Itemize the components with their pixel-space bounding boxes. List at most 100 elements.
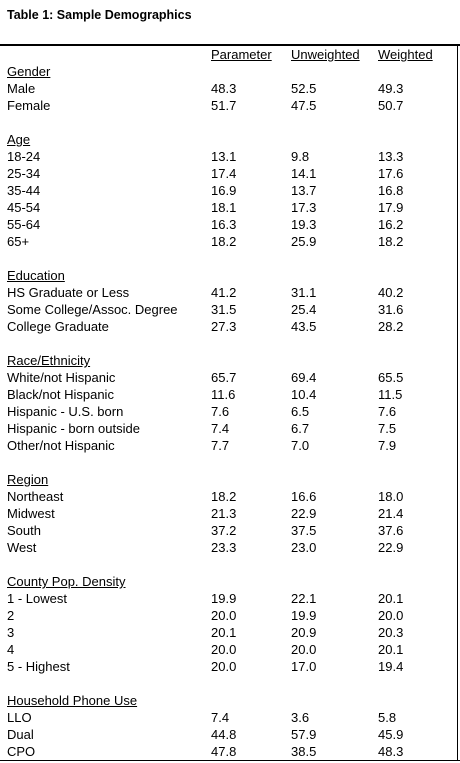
cell-value: 47.5 [291, 98, 317, 113]
cell-value: 16.8 [378, 183, 404, 198]
cell-value: 11.5 [378, 387, 403, 402]
cell-value: 16.3 [211, 217, 237, 232]
cell-value: 52.5 [291, 81, 317, 96]
cell-value: 18.2 [378, 234, 404, 249]
cell-value: 16.2 [378, 217, 404, 232]
top-rule [0, 44, 460, 46]
cell-value: 20.0 [211, 608, 237, 623]
cell-value: 57.9 [291, 727, 317, 742]
cell-value: 41.2 [211, 285, 237, 300]
cell-value: 37.5 [291, 523, 317, 538]
cell-value: 31.6 [378, 302, 404, 317]
cell-value: 65.5 [378, 370, 404, 385]
cell-value: 51.7 [211, 98, 237, 113]
row-label: 3 [7, 625, 15, 640]
cell-value: 44.8 [211, 727, 237, 742]
cell-value: 37.2 [211, 523, 237, 538]
cell-value: 7.6 [378, 404, 397, 419]
cell-value: 20.3 [378, 625, 404, 640]
cell-value: 20.0 [211, 642, 237, 657]
cell-value: 6.5 [291, 404, 310, 419]
cell-value: 37.6 [378, 523, 404, 538]
cell-value: 6.7 [291, 421, 310, 436]
cell-value: 23.0 [291, 540, 317, 555]
section-heading: Age [7, 132, 31, 147]
column-header: Unweighted [291, 47, 360, 62]
side-rule [457, 44, 458, 761]
row-label: Black/not Hispanic [7, 387, 114, 402]
cell-value: 17.6 [378, 166, 404, 181]
cell-value: 3.6 [291, 710, 310, 725]
cell-value: 7.7 [211, 438, 230, 453]
cell-value: 7.0 [291, 438, 310, 453]
cell-value: 50.7 [378, 98, 404, 113]
section-heading: Household Phone Use [7, 693, 138, 708]
bottom-rule [0, 760, 460, 761]
cell-value: 20.1 [211, 625, 237, 640]
section-heading: County Pop. Density [7, 574, 126, 589]
row-label: South [7, 523, 41, 538]
cell-value: 65.7 [211, 370, 237, 385]
cell-value: 48.3 [211, 81, 237, 96]
cell-value: 69.4 [291, 370, 317, 385]
cell-value: 22.1 [291, 591, 317, 606]
column-header: Parameter [211, 47, 272, 62]
row-label: Midwest [7, 506, 55, 521]
row-label: Some College/Assoc. Degree [7, 302, 178, 317]
section-heading: Education [7, 268, 65, 283]
row-label: 55-64 [7, 217, 41, 232]
cell-value: 38.5 [291, 744, 317, 759]
cell-value: 17.4 [211, 166, 237, 181]
row-label: 4 [7, 642, 15, 657]
cell-value: 7.4 [211, 710, 230, 725]
cell-value: 16.9 [211, 183, 237, 198]
section-heading: Region [7, 472, 49, 487]
cell-value: 18.2 [211, 234, 237, 249]
cell-value: 18.1 [211, 200, 237, 215]
cell-value: 20.0 [211, 659, 237, 674]
cell-value: 20.1 [378, 642, 404, 657]
cell-value: 19.4 [378, 659, 404, 674]
cell-value: 45.9 [378, 727, 404, 742]
cell-value: 31.1 [291, 285, 317, 300]
row-label: White/not Hispanic [7, 370, 116, 385]
row-label: Other/not Hispanic [7, 438, 115, 453]
cell-value: 17.0 [291, 659, 317, 674]
cell-value: 20.0 [378, 608, 404, 623]
cell-value: 5.8 [378, 710, 397, 725]
cell-value: 18.0 [378, 489, 404, 504]
cell-value: 19.9 [211, 591, 237, 606]
cell-value: 16.6 [291, 489, 317, 504]
cell-value: 20.9 [291, 625, 317, 640]
cell-value: 20.0 [291, 642, 317, 657]
row-label: Northeast [7, 489, 64, 504]
section-heading: Race/Ethnicity [7, 353, 91, 368]
cell-value: 13.1 [211, 149, 237, 164]
cell-value: 18.2 [211, 489, 237, 504]
cell-value: 17.9 [378, 200, 404, 215]
cell-value: 22.9 [291, 506, 317, 521]
cell-value: 13.7 [291, 183, 317, 198]
cell-value: 31.5 [211, 302, 237, 317]
cell-value: 7.6 [211, 404, 230, 419]
row-label: Dual [7, 727, 34, 742]
cell-value: 7.9 [378, 438, 397, 453]
cell-value: 11.6 [211, 387, 236, 402]
cell-value: 43.5 [291, 319, 317, 334]
cell-value: 19.9 [291, 608, 317, 623]
row-label: Hispanic - born outside [7, 421, 140, 436]
row-label: 2 [7, 608, 15, 623]
row-label: Hispanic - U.S. born [7, 404, 124, 419]
cell-value: 21.4 [378, 506, 404, 521]
cell-value: 25.4 [291, 302, 317, 317]
row-label: 18-24 [7, 149, 41, 164]
cell-value: 17.3 [291, 200, 317, 215]
cell-value: 19.3 [291, 217, 317, 232]
row-label: 65+ [7, 234, 30, 249]
row-label: LLO [7, 710, 32, 725]
table-title: Table 1: Sample Demographics [7, 8, 192, 22]
row-label: 1 - Lowest [7, 591, 67, 606]
cell-value: 21.3 [211, 506, 237, 521]
row-label: 45-54 [7, 200, 41, 215]
